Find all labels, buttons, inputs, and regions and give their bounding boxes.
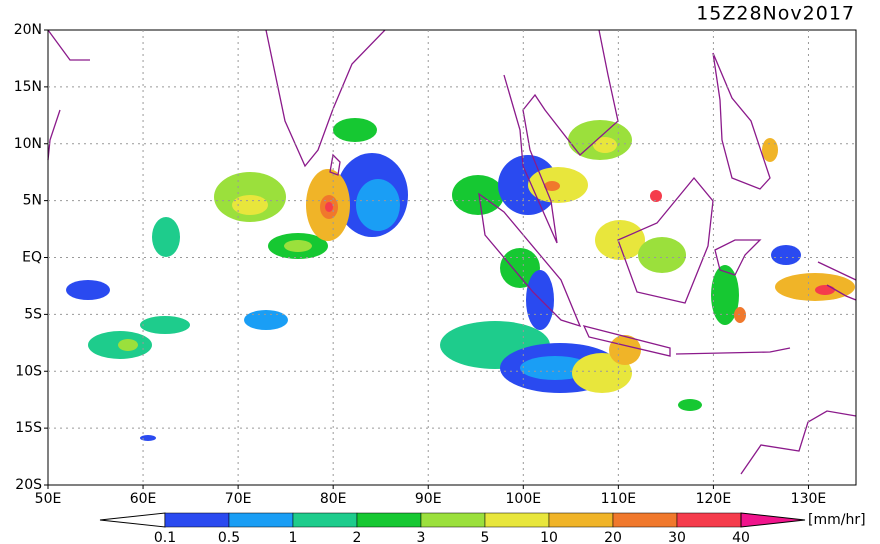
colorbar-over bbox=[740, 512, 806, 528]
lon-label: 130E bbox=[791, 491, 827, 507]
lat-label: 10S bbox=[15, 363, 42, 379]
colorbar-label: 0.1 bbox=[154, 530, 176, 544]
colorbar-label: 0.5 bbox=[218, 530, 240, 544]
colorbar-label: 30 bbox=[668, 530, 686, 544]
colorbar-box bbox=[612, 512, 678, 528]
lat-label: 5N bbox=[23, 193, 42, 209]
lat-label: EQ bbox=[22, 250, 42, 266]
colorbar-box bbox=[356, 512, 422, 528]
colorbar-label: 10 bbox=[540, 530, 558, 544]
colorbar-box bbox=[420, 512, 486, 528]
colorbar-unit: [mm/hr] bbox=[808, 512, 866, 528]
colorbar-box bbox=[484, 512, 550, 528]
coastlines bbox=[47, 29, 857, 475]
lon-label: 70E bbox=[225, 491, 252, 507]
lat-label: 10N bbox=[14, 136, 42, 152]
precipitation-field bbox=[66, 118, 855, 441]
lon-label: 100E bbox=[506, 491, 542, 507]
lon-label: 60E bbox=[130, 491, 157, 507]
lat-label: 15S bbox=[15, 420, 42, 436]
colorbar-label: 1 bbox=[289, 530, 298, 544]
colorbar-box bbox=[292, 512, 358, 528]
colorbar-label: 5 bbox=[481, 530, 490, 544]
colorbar-label: 3 bbox=[417, 530, 426, 544]
lat-label: 20N bbox=[14, 22, 42, 38]
lon-label: 110E bbox=[601, 491, 637, 507]
lon-label: 90E bbox=[415, 491, 442, 507]
colorbar-label: 20 bbox=[604, 530, 622, 544]
colorbar-box bbox=[228, 512, 294, 528]
colorbar-box bbox=[548, 512, 614, 528]
colorbar-box bbox=[676, 512, 742, 528]
colorbar-label: 40 bbox=[732, 530, 750, 544]
colorbar-under bbox=[99, 512, 166, 528]
lat-label: 20S bbox=[15, 477, 42, 493]
lat-label: 5S bbox=[24, 306, 42, 322]
lon-label: 50E bbox=[35, 491, 62, 507]
colorbar-box bbox=[164, 512, 230, 528]
lon-label: 120E bbox=[696, 491, 732, 507]
colorbar-label: 2 bbox=[353, 530, 362, 544]
lat-label: 15N bbox=[14, 79, 42, 95]
map-title: 15Z28Nov2017 bbox=[696, 3, 855, 25]
lon-label: 80E bbox=[320, 491, 347, 507]
